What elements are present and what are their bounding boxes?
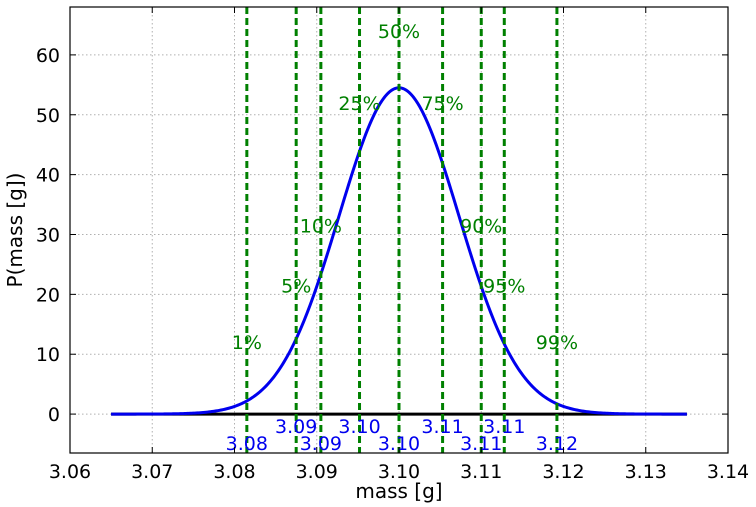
percentile-value-label: 3.11 [421,416,463,438]
y-tick-label: 40 [36,165,60,187]
y-tick-label: 0 [48,404,60,426]
percentile-value-label: 3.10 [338,416,380,438]
value-labels: 3.083.093.093.103.103.113.113.113.12 [226,416,578,455]
percentile-label: 99% [536,332,578,354]
x-tick-label: 3.11 [460,461,502,483]
percentile-label: 50% [378,21,420,43]
y-ticks: 0 10 20 30 40 50 60 [36,45,728,426]
percentile-label: 1% [232,332,262,354]
percentile-lines [245,7,559,453]
percentile-value-label: 3.11 [483,416,525,438]
percentile-value-label: 3.11 [460,433,502,455]
percentile-value-label: 3.09 [275,416,317,438]
x-axis-label: mass [g] [355,479,442,503]
y-tick-label: 20 [36,284,60,306]
percentile-label: 5% [281,275,311,297]
x-tick-label: 3.12 [542,461,584,483]
x-ticks: 3.06 3.07 3.08 3.09 3.10 3.11 3.12 3.13 3.14 [49,7,749,483]
y-axis-label: P(mass [g]) [3,173,27,288]
percentile-label: 10% [300,216,342,238]
x-tick-label: 3.13 [625,461,667,483]
x-tick-label: 3.10 [378,461,420,483]
percentile-label: 75% [421,93,463,115]
x-tick-label: 3.09 [296,461,338,483]
percentile-labels: 1% 5% 10% 25% 50% 75% 90% 95% 99% [232,21,578,354]
y-tick-label: 50 [36,105,60,127]
y-tick-label: 60 [36,45,60,67]
x-tick-label: 3.14 [707,461,749,483]
percentile-label: 90% [460,216,502,238]
x-tick-label: 3.07 [131,461,173,483]
y-tick-label: 10 [36,344,60,366]
percentile-value-label: 3.10 [378,433,420,455]
percentile-value-label: 3.12 [536,433,578,455]
x-tick-label: 3.08 [213,461,255,483]
x-tick-label: 3.06 [49,461,91,483]
y-tick-label: 30 [36,224,60,246]
percentile-label: 95% [483,275,525,297]
percentile-value-label: 3.09 [300,433,342,455]
percentile-value-label: 3.08 [226,433,268,455]
percentile-label: 25% [338,93,380,115]
